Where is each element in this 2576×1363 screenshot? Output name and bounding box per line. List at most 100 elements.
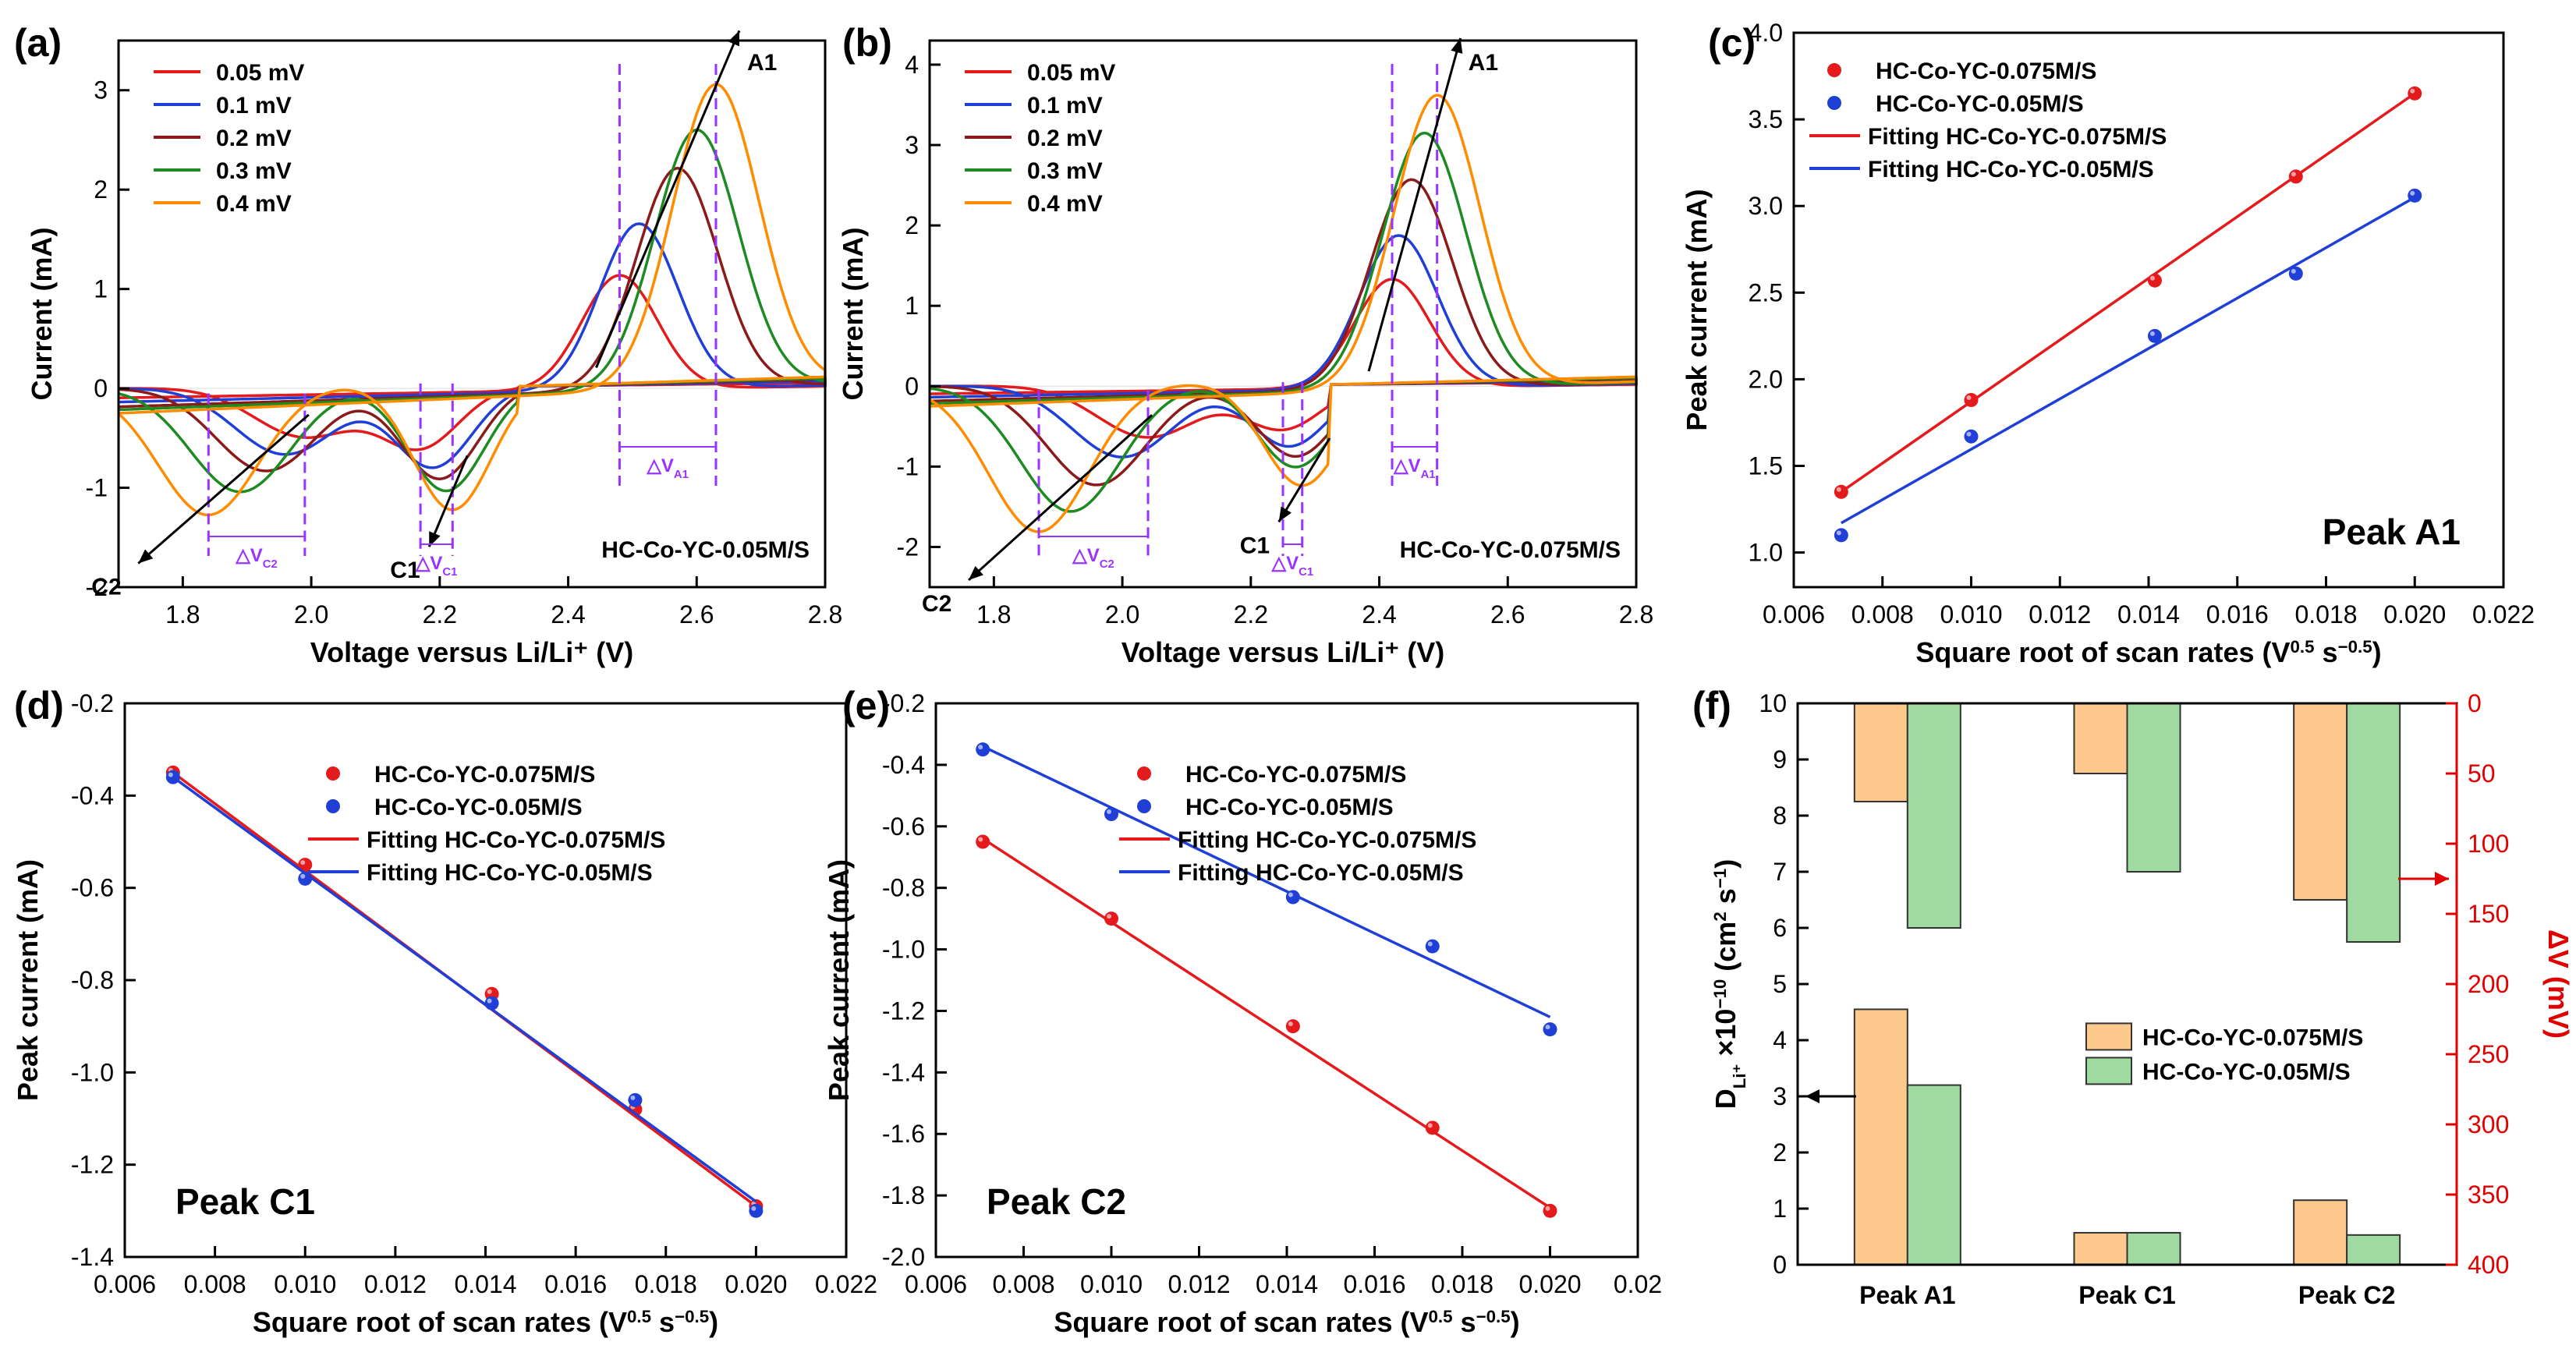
y-tick-label: -0.2 — [71, 689, 114, 717]
point-shine — [2291, 172, 2296, 177]
legend-swatch — [2085, 1022, 2132, 1051]
point-shine — [630, 1095, 636, 1100]
y-tick-label: -2.0 — [882, 1243, 925, 1271]
peak-arrow-c1-head — [429, 531, 441, 547]
diffusion-bar — [2073, 1231, 2128, 1266]
y-tick-label: 1 — [905, 292, 919, 320]
point-shine — [1545, 1205, 1550, 1211]
y-tick-label: 4 — [905, 51, 919, 79]
x-tick-label: 0.020 — [1518, 1270, 1581, 1298]
x-tick-label: 0.014 — [454, 1270, 516, 1298]
point-shine — [1545, 1025, 1550, 1030]
y-tick-label: 0 — [94, 374, 108, 402]
deltav-bar — [1853, 703, 1908, 802]
y-tick-label-right: 0 — [2468, 689, 2482, 717]
label-part: D — [1710, 1089, 1742, 1109]
label-part: ×10 — [1710, 1009, 1742, 1064]
point-shine — [2410, 190, 2415, 196]
legend-marker — [326, 766, 340, 781]
legend-label: Fitting HC-Co-YC-0.05M/S — [1178, 860, 1464, 886]
label-part: (cm — [1710, 922, 1742, 979]
data-point — [2408, 188, 2422, 203]
x-tick-label: 0.006 — [1763, 600, 1825, 628]
data-point — [628, 1092, 643, 1107]
x-tick-label: 0.006 — [94, 1270, 156, 1298]
legend-label: Fitting HC-Co-YC-0.075M/S — [1868, 124, 2167, 150]
legend-marker — [1827, 96, 1841, 110]
label-part: ) — [1710, 859, 1742, 869]
label-part: s — [2315, 636, 2338, 668]
data-point — [1964, 429, 1979, 444]
label-part: 0.5 — [2291, 637, 2315, 657]
data-point — [749, 1203, 764, 1218]
label-part: s — [1453, 1306, 1476, 1338]
legend-label: 0.3 mV — [1027, 158, 1103, 184]
peak-label-c1: C1 — [1240, 533, 1270, 558]
legend-label: 0.1 mV — [216, 93, 292, 119]
legend-label: Fitting HC-Co-YC-0.05M/S — [367, 860, 653, 886]
peak-arrow-a1 — [595, 30, 741, 369]
point-shine — [487, 998, 492, 1004]
y-axis-label: Current (mA) — [26, 228, 58, 401]
legend-label: Fitting HC-Co-YC-0.075M/S — [367, 827, 665, 853]
x-tick-label: 0.016 — [2206, 600, 2269, 628]
label-part: A1 — [1421, 469, 1436, 481]
peak-label-a1: A1 — [747, 50, 777, 76]
y-tick-label-left: 5 — [1773, 970, 1787, 998]
fit-line — [1840, 196, 2416, 525]
x-tick-label: 0.018 — [1431, 1270, 1494, 1298]
point-shine — [168, 772, 173, 777]
y-tick-label: 3.5 — [1749, 105, 1783, 133]
y-tick-label: -1 — [86, 474, 108, 502]
data-point — [1425, 939, 1440, 954]
data-point — [2147, 273, 2162, 288]
deltav-bar — [2346, 703, 2401, 943]
cv-panel-b: 0.05 mV0.1 mV0.2 mV0.3 mV0.4 mVA1C1C2△VA… — [837, 37, 1653, 668]
diffusion-bar — [2293, 1199, 2348, 1266]
peak-arrow-a1-head — [1451, 38, 1463, 54]
x-tick-label: 0.012 — [1168, 1270, 1230, 1298]
y-tick-label: -0.6 — [71, 874, 114, 902]
x-tick-label: 0.012 — [2029, 600, 2091, 628]
panel-label-e: (e) — [842, 684, 890, 728]
y-axis-label: Peak current (mA) — [1681, 189, 1713, 430]
y-tick-label: -2 — [897, 533, 919, 561]
legend-label: HC-Co-YC-0.075M/S — [1876, 58, 2096, 84]
y-tick-label: 3 — [905, 131, 919, 159]
legend-marker — [1137, 799, 1151, 813]
x-tick-label: 0.012 — [364, 1270, 427, 1298]
label-part: 0.5 — [627, 1307, 651, 1326]
data-point — [1964, 393, 1979, 408]
label-part: Li⁺ — [1730, 1064, 1749, 1089]
scatter-panel-d: HC-Co-YC-0.075M/S HC-Co-YC-0.05M/S Fitting… — [12, 689, 877, 1338]
y-tick-label-left: 9 — [1773, 745, 1787, 774]
legend-label: Fitting HC-Co-YC-0.05M/S — [1868, 157, 2154, 182]
delta-label: △VC1 — [1271, 553, 1313, 579]
fit-line — [982, 745, 1551, 1018]
peak-arrow-a1-head — [728, 30, 739, 47]
point-shine — [2149, 275, 2155, 281]
data-point — [1285, 890, 1300, 905]
y-axis-label-left: DLi⁺ ×10−10 (cm2 s−1) — [1710, 859, 1749, 1109]
scatter-panel-e: HC-Co-YC-0.075M/S HC-Co-YC-0.05M/S Fitting… — [823, 689, 1662, 1338]
peak-label-c2: C2 — [922, 591, 951, 617]
panel-title: Peak A1 — [2323, 512, 2461, 552]
point-shine — [2410, 88, 2415, 94]
y-tick-label: -1.4 — [882, 1058, 925, 1086]
x-tick-label: 1.8 — [976, 600, 1011, 628]
label-part: △V — [1271, 553, 1299, 574]
x-tick-label: 0.02 — [1614, 1270, 1662, 1298]
y-tick-label-left: 8 — [1773, 802, 1787, 830]
x-tick-label: 0.010 — [274, 1270, 336, 1298]
delta-label: △VC1 — [415, 553, 457, 579]
x-tick-label: 0.018 — [635, 1270, 697, 1298]
label-part: ) — [709, 1306, 718, 1338]
delta-label: △VC2 — [235, 545, 277, 571]
label-part: Square root of scan rates (V — [1054, 1306, 1428, 1338]
panel-label-f: (f) — [1692, 684, 1731, 728]
peak-arrow-c2-head — [969, 565, 983, 580]
y-tick-label-left: 4 — [1773, 1026, 1787, 1054]
legend-label: 0.4 mV — [1027, 191, 1103, 217]
y-tick-label-left: 0 — [1773, 1251, 1787, 1279]
data-point — [2408, 86, 2422, 101]
